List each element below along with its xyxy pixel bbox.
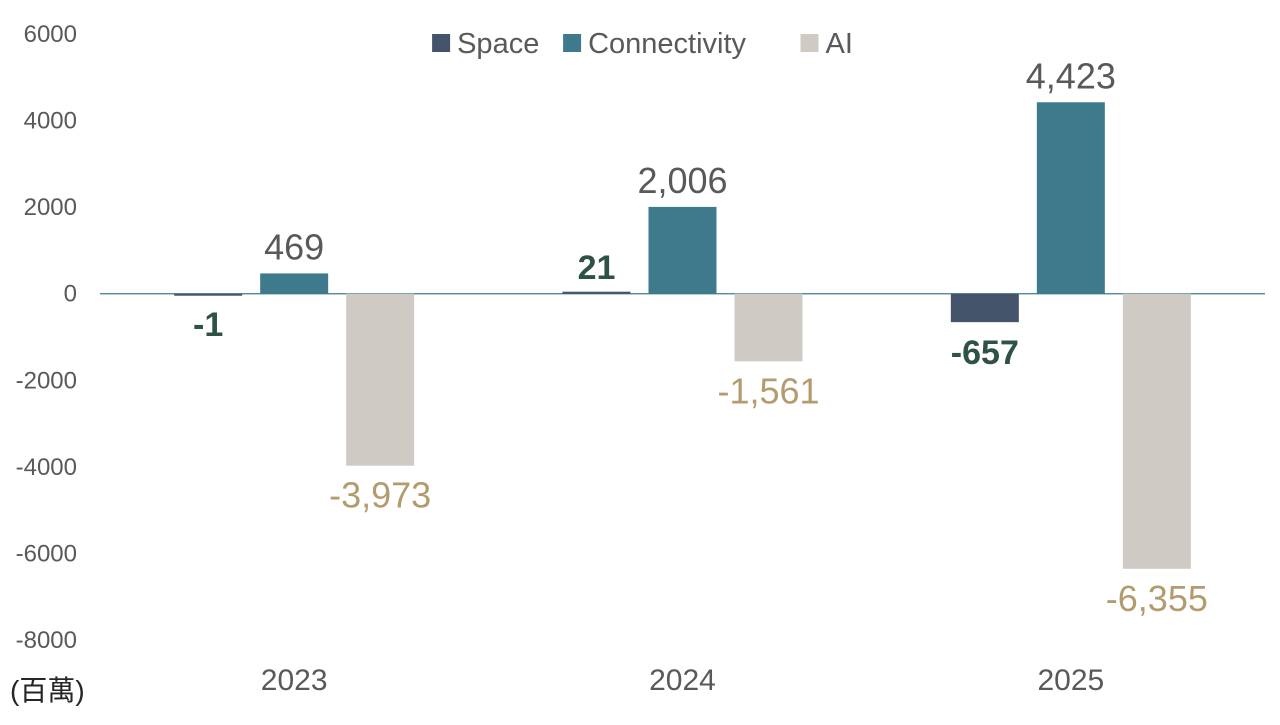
legend-label-space: Space (457, 28, 539, 60)
data-label-ai-2025: -6,355 (1106, 578, 1208, 619)
bars-group (174, 102, 1191, 569)
x-category-label: 2023 (261, 664, 328, 697)
bar-connectivity-2025 (1036, 102, 1105, 294)
data-label-space-2024: 21 (578, 249, 616, 287)
data-label-space-2025: -657 (951, 334, 1019, 372)
legend-label-connectivity: Connectivity (588, 28, 746, 60)
legend-swatch-connectivity (563, 34, 582, 52)
data-label-connectivity-2025: 4,423 (1026, 55, 1116, 96)
bar-space-2025 (950, 293, 1019, 323)
bar-space-2023 (174, 293, 243, 296)
y-tick-label: -4000 (16, 454, 77, 481)
data-labels-group: -1 21 -657 469 2,006 4,423 -3,973 -1,561 -6,355 (193, 55, 1208, 619)
y-axis: 6000 4000 2000 0 -2000 -4000 -6000 -8000 (16, 21, 77, 654)
y-tick-label: 0 (64, 281, 77, 308)
data-label-connectivity-2024: 2,006 (637, 160, 727, 201)
data-label-ai-2024: -1,561 (717, 370, 819, 411)
bar-connectivity-2023 (260, 273, 329, 294)
bar-ai-2024 (734, 293, 803, 362)
y-tick-label: -2000 (16, 367, 77, 394)
y-tick-label: 6000 (24, 21, 77, 48)
x-axis: 2023 2024 2025 (261, 664, 1104, 697)
data-label-space-2023: -1 (193, 306, 223, 344)
data-label-ai-2023: -3,973 (329, 475, 431, 516)
data-label-connectivity-2023: 469 (264, 226, 324, 267)
legend-swatch-space (432, 34, 451, 52)
y-tick-label: 4000 (24, 108, 77, 135)
x-category-label: 2025 (1037, 664, 1104, 697)
y-tick-label: -8000 (16, 627, 77, 654)
bar-ai-2023 (346, 293, 415, 466)
bar-connectivity-2024 (648, 206, 717, 294)
bar-ai-2025 (1122, 293, 1191, 569)
y-tick-label: 2000 (24, 194, 77, 221)
legend: Space Connectivity AI (432, 28, 853, 60)
legend-swatch-ai (800, 34, 819, 52)
unit-label: (百萬) (10, 675, 85, 706)
bar-space-2024 (562, 291, 631, 294)
legend-label-ai: AI (826, 28, 853, 60)
y-tick-label: -6000 (16, 540, 77, 567)
x-category-label: 2024 (649, 664, 716, 697)
